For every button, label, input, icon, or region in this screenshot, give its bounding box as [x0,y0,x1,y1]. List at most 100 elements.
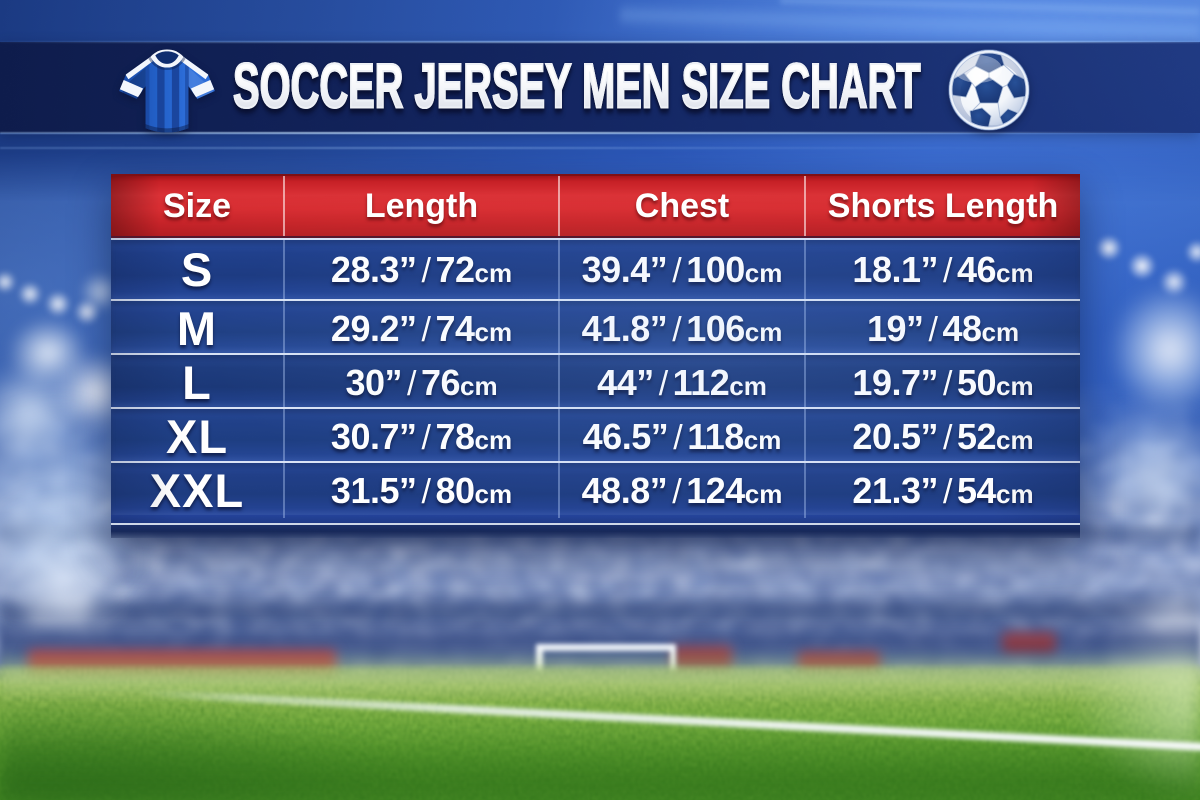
slash: / [406,364,416,403]
cm-unit: cm [474,316,513,347]
cm-unit: cm [996,424,1034,455]
slash: / [943,251,952,290]
goal-crossbar [536,644,676,651]
slash: / [421,310,431,349]
slash: / [658,364,668,403]
table-row-xxl: XXL 31.5”/80 cm 48.8”/124 cm 21.3”/54 cm [111,461,1080,518]
shorts-value: 18.1”/46 cm [852,249,1033,291]
chest-value: 39.4”/100 cm [582,249,783,291]
inches: 41.8” [581,307,668,349]
centimeters: 80 [435,469,475,511]
inches: 21.3” [852,469,938,511]
slash: / [943,364,952,403]
cm-unit: cm [474,257,513,288]
inches: 18.1” [852,248,938,290]
cm-unit: cm [996,370,1034,401]
inches: 48.8” [581,469,668,511]
chest-value: 46.5”/118 cm [583,416,782,458]
inches: 19.7” [852,361,938,403]
ad-board-red-far-right [1002,632,1056,653]
floodlight-dot-right-4 [1185,240,1200,264]
slash: / [421,251,431,290]
grass-shadow-bottom [0,730,1200,800]
floodlight-dot-right-1 [1096,235,1122,261]
floodlight-dot-left-1 [0,271,16,293]
shorts-value: 20.5”/52 cm [852,416,1033,458]
centimeters: 54 [956,469,997,511]
centimeters: 106 [686,307,745,349]
centimeters: 72 [435,248,475,290]
slash: / [943,472,952,511]
inches: 46.5” [582,415,669,457]
centimeters: 46 [956,248,997,290]
grass-glow-bottom-right [1030,650,1200,800]
floodlight-dot-left-2 [18,282,42,306]
length-value: 29.2”/74 cm [331,308,512,350]
column-header-length: Length [285,176,560,236]
shorts-value: 19”/48 cm [867,308,1019,350]
inches: 31.5” [330,469,417,511]
slash: / [673,418,683,457]
soccer-ball-icon [948,49,1030,131]
slash: / [672,251,682,290]
size-chart-table: Size Length Chest Shorts Length S 28.3” /… [111,174,1080,538]
table-row-xl: XL 30.7”/78 cm 46.5”/118 cm 20.5”/52 cm [111,407,1080,464]
slash: / [928,310,938,349]
cm-unit: cm [744,478,783,509]
chest-value: 48.8”/124 cm [582,470,783,512]
table-row-s: S 28.3”/72 cm 39.4”/100 cm 18.1”/46 cm [111,238,1080,299]
column-header-size: Size [111,176,285,236]
centimeters: 118 [687,415,744,457]
column-header-chest: Chest [560,176,806,236]
centimeters: 78 [435,415,475,457]
shorts-value: 19.7”/50 cm [852,362,1033,404]
length-value: 31.5”/80 cm [331,470,512,512]
cm-unit: cm [744,257,783,288]
size-value: XXL [111,463,285,518]
cm-unit: cm [729,370,767,401]
size-value: XL [111,409,285,464]
cm-unit: cm [743,424,782,455]
table-footer-bar [111,523,1080,538]
inches: 28.3” [330,248,417,290]
inches: 29.2” [330,307,417,349]
inches: 30.7” [330,415,417,457]
inches: 20.5” [852,415,938,457]
cm-unit: cm [996,478,1034,509]
cm-unit: cm [474,424,513,455]
slash: / [943,418,952,457]
band-streak-faint [0,147,1080,149]
length-value: 28.3”/72 cm [331,249,512,291]
cm-unit: cm [744,316,783,347]
table-bottom-tail [111,515,1080,523]
table-row-l: L 30”/76 cm 44”/112 cm 19.7”/50 cm [111,353,1080,410]
size-value: L [111,355,285,410]
centimeters: 100 [686,248,745,290]
column-header-shorts-length: Shorts Length [827,186,1059,225]
band-streak-bottom [0,132,1200,134]
slash: / [421,418,431,457]
inches: 30” [345,361,402,403]
chest-value: 41.8”/106 cm [582,308,783,350]
cm-unit: cm [474,478,513,509]
soccer-jersey-icon [119,49,215,133]
centimeters: 76 [420,361,461,403]
inches: 19” [866,307,924,349]
centimeters: 52 [956,415,997,457]
inches: 39.4” [581,248,668,290]
length-value: 30.7”/78 cm [331,416,512,458]
page-title: SOCCER JERSEY MEN SIZE CHART [232,42,921,132]
slash: / [421,472,431,511]
cm-unit: cm [996,257,1034,288]
slash: / [672,310,682,349]
shorts-value: 21.3”/54 cm [852,470,1033,512]
table-row-m: M 29.2”/74 cm 41.8”/106 cm 19”/48 cm [111,299,1080,356]
centimeters: 50 [956,361,997,403]
table-header-row: Size Length Chest Shorts Length [111,174,1080,238]
floodlight-glow-right-2 [1090,400,1200,550]
size-value: S [111,240,285,299]
size-value: M [111,301,285,356]
floodlight-glow-right [1110,285,1200,415]
floodlight-dot-right-2 [1128,252,1156,280]
centimeters: 48 [942,307,982,349]
